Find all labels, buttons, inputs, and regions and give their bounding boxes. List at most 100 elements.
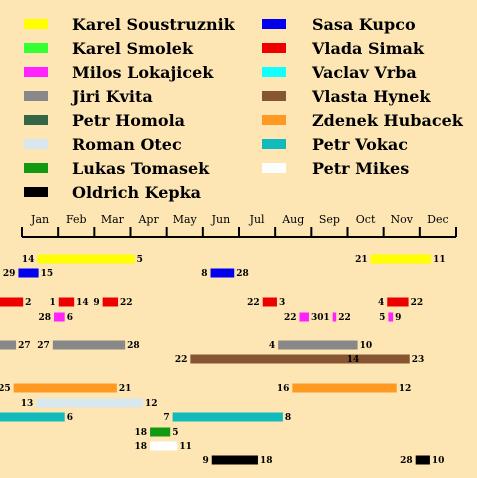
month-label-sep: Sep [319,213,340,226]
bar-start-label: 29 [3,269,16,279]
bar-karel-soustruznik [370,254,432,264]
legend-swatch-roman-otec [24,139,48,149]
bar-start-label: 25 [0,384,11,394]
legend-label-zdenek-hubacek: Zdenek Hubacek [312,111,464,130]
bar-start-label: 5 [379,313,385,323]
bar-milos-lokajicek [388,312,394,322]
legend-swatch-zdenek-hubacek [262,115,286,125]
legend: Karel Soustruznik Karel Smolek Milos Lokaj… [24,15,464,202]
bar-end-label: 22 [411,298,424,308]
legend-swatch-karel-smolek [24,43,48,53]
row-jiri-kvita: 7272728410 [0,340,373,351]
bar-start-label: 22 [175,355,188,365]
legend-swatch-vaclav-vrba [262,67,286,77]
legend-swatch-jiri-kvita [24,91,48,101]
row-vlada-simak: 132114922223422 [0,297,424,308]
legend-swatch-petr-mikes [262,163,286,173]
bar-start-label: 21 [355,255,368,265]
month-label-oct: Oct [356,213,376,226]
bar-end-label: 15 [41,269,54,279]
month-label-jun: Jun [211,213,231,226]
month-label-may: May [173,213,198,226]
bar-petr-mikes [150,441,178,451]
legend-swatch-lukas-tomasek [24,163,48,173]
row-karel-soustruznik: 14 5 21 11 [22,254,446,265]
bar-start-label: 14 [22,255,35,265]
bar-start-label: 28 [38,313,51,323]
month-label-jul: Jul [249,213,265,226]
bar-end-label: 28 [236,269,249,279]
bar-zdenek-hubacek [292,383,397,393]
bar-end-label: 10 [432,456,445,466]
legend-swatch-petr-vokac [262,139,286,149]
bar-start-label: 1 [323,313,329,323]
bar-roman-otec [36,398,143,408]
bar-end-label: 2 [25,298,31,308]
bar-start-label: 1 [49,298,55,308]
bar-oldrich-kepka [415,455,430,465]
bar-end-label: 11 [433,255,446,265]
bar-start-label: 22 [284,313,297,323]
row-petr-mikes: 18 11 [135,441,192,452]
month-axis: Jan Feb Mar Apr May Jun Jul Aug Sep Oct Nov Dec [21,213,457,238]
bar-sasa-kupco [18,268,39,278]
bar-start-label: 7 [163,413,169,423]
bar-start-label: 18 [135,428,148,438]
bar-zdenek-hubacek [13,383,117,393]
row-oldrich-kepka: 9 18 28 10 [202,455,445,466]
bar-oldrich-kepka [211,455,258,465]
month-label-jan: Jan [30,213,49,226]
month-label-apr: Apr [137,213,159,226]
month-label-mar: Mar [101,213,125,226]
legend-swatch-vlasta-hynek [262,91,286,101]
row-zdenek-hubacek: 25 21 16 12 [0,383,411,394]
row-sasa-kupco: 29 15 8 28 [3,268,249,279]
legend-label-vlada-simak: Vlada Simak [311,39,425,58]
legend-swatch-milos-lokajicek [24,67,48,77]
bar-karel-soustruznik [37,254,135,264]
legend-label-sasa-kupco: Sasa Kupco [312,15,416,34]
bar-end-label: 10 [360,341,373,351]
bar-start-label: 16 [277,384,290,394]
bar-jiri-kvita [278,340,358,350]
bar-end-label: 30 [311,313,324,323]
bar-end-label: 28 [127,341,140,351]
bar-end-label: 22 [120,298,133,308]
bar-petr-vokac [172,412,283,422]
bar-vlada-simak [387,297,409,307]
legend-label-milos-lokajicek: Milos Lokajicek [72,63,214,82]
bar-end-label: 14 [76,298,89,308]
bar-milos-lokajicek [299,312,309,322]
bar-start-label: 14 [347,355,360,365]
legend-label-oldrich-kepka: Oldrich Kepka [72,183,201,202]
bar-milos-lokajicek [54,312,65,322]
bar-end-label: 12 [145,399,158,409]
bar-end-label: 5 [137,255,143,265]
row-vlasta-hynek: 22211423 [175,354,425,365]
bar-lukas-tomasek [150,427,171,437]
legend-label-petr-mikes: Petr Mikes [312,159,409,178]
bar-vlada-simak [102,297,119,307]
bar-vlada-simak [58,297,75,307]
legend-swatch-sasa-kupco [262,19,286,29]
month-label-dec: Dec [427,213,449,226]
bar-jiri-kvita [0,340,17,350]
bar-end-label: 3 [279,298,285,308]
bar-end-label: 23 [412,355,425,365]
bar-end-label: 22 [338,313,351,323]
legend-label-vlasta-hynek: Vlasta Hynek [311,87,431,106]
bar-vlada-simak [0,297,24,307]
month-label-aug: Aug [281,213,304,226]
row-milos-lokajicek: 28 6 22 30 1 22 5 9 [38,312,401,323]
bar-sasa-kupco [210,268,235,278]
bar-jiri-kvita [52,340,126,350]
bar-petr-vokac [0,412,65,422]
bar-end-label: 18 [260,456,273,466]
row-roman-otec: 13 12 [21,398,158,409]
legend-label-lukas-tomasek: Lukas Tomasek [72,159,210,178]
bar-start-label: 9 [93,298,99,308]
bar-end-label: 27 [18,341,31,351]
bar-vlasta-hynek [190,354,371,364]
bar-end-label: 8 [285,413,291,423]
